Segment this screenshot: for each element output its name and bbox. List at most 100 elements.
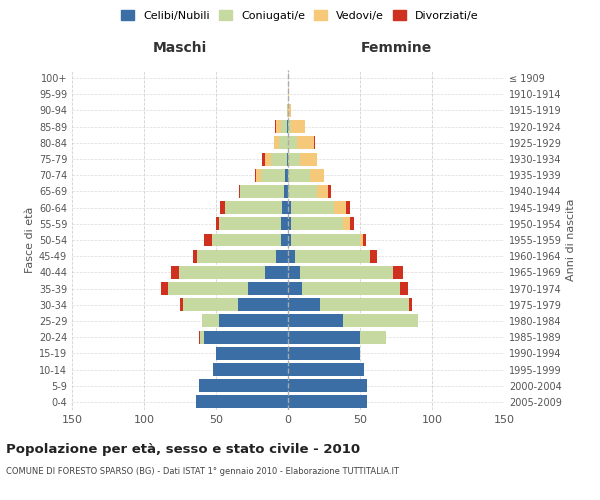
Bar (281, 234, 288, 246)
Bar (291, 218, 343, 230)
Bar (328, 185, 331, 198)
Bar (288, 250, 295, 262)
Bar (346, 201, 350, 214)
Bar (317, 185, 328, 198)
Bar (400, 282, 407, 295)
Bar (299, 266, 393, 279)
Bar (288, 218, 291, 230)
Bar (343, 218, 350, 230)
Bar (224, 201, 282, 214)
Text: Femmine: Femmine (361, 41, 431, 55)
Bar (287, 104, 288, 117)
Bar (216, 347, 288, 360)
Bar (288, 330, 360, 344)
Bar (275, 120, 277, 133)
Bar (205, 330, 288, 344)
Bar (161, 282, 169, 295)
Bar (219, 218, 281, 230)
Bar (241, 185, 284, 198)
Y-axis label: Anni di nascita: Anni di nascita (566, 198, 576, 281)
Bar (180, 298, 183, 311)
Bar (288, 185, 317, 198)
Bar (213, 363, 288, 376)
Bar (200, 330, 205, 344)
Bar (179, 266, 265, 279)
Bar (288, 120, 291, 133)
Bar (281, 218, 288, 230)
Bar (288, 234, 291, 246)
Bar (288, 347, 360, 360)
Bar (219, 314, 288, 328)
Bar (409, 298, 412, 311)
Bar (291, 120, 305, 133)
Bar (334, 201, 346, 214)
Bar (370, 250, 377, 262)
Bar (350, 218, 354, 230)
Bar (288, 363, 364, 376)
Bar (363, 234, 366, 246)
Legend: Celibi/Nubili, Coniugati/e, Vedovi/e, Divorziati/e: Celibi/Nubili, Coniugati/e, Vedovi/e, Di… (117, 6, 483, 25)
Bar (193, 250, 197, 262)
Bar (248, 282, 288, 295)
Bar (196, 396, 288, 408)
Bar (291, 201, 334, 214)
Bar (310, 169, 324, 181)
Bar (216, 218, 219, 230)
Bar (282, 201, 288, 214)
Bar (291, 234, 360, 246)
Bar (288, 396, 367, 408)
Bar (288, 201, 291, 214)
Bar (256, 169, 260, 181)
Bar (288, 104, 291, 117)
Bar (314, 136, 316, 149)
Bar (284, 185, 288, 198)
Bar (295, 250, 370, 262)
Bar (288, 88, 289, 101)
Bar (287, 120, 288, 133)
Bar (212, 234, 281, 246)
Bar (238, 298, 288, 311)
Text: Popolazione per età, sesso e stato civile - 2010: Popolazione per età, sesso e stato civil… (6, 442, 360, 456)
Bar (281, 120, 287, 133)
Bar (288, 314, 343, 328)
Bar (343, 314, 418, 328)
Bar (360, 234, 363, 246)
Bar (288, 282, 302, 295)
Bar (199, 379, 288, 392)
Bar (287, 152, 288, 166)
Bar (299, 152, 317, 166)
Bar (302, 282, 400, 295)
Bar (255, 169, 256, 181)
Bar (262, 152, 265, 166)
Bar (199, 330, 200, 344)
Bar (220, 201, 224, 214)
Bar (265, 152, 271, 166)
Bar (239, 185, 241, 198)
Text: COMUNE DI FORESTO SPARSO (BG) - Dati ISTAT 1° gennaio 2010 - Elaborazione TUTTIT: COMUNE DI FORESTO SPARSO (BG) - Dati IST… (6, 468, 399, 476)
Bar (280, 136, 288, 149)
Bar (183, 298, 238, 311)
Bar (288, 169, 310, 181)
Bar (197, 250, 277, 262)
Bar (265, 266, 288, 279)
Bar (288, 136, 296, 149)
Bar (260, 169, 285, 181)
Bar (205, 234, 212, 246)
Bar (277, 120, 281, 133)
Bar (285, 169, 288, 181)
Bar (169, 282, 248, 295)
Bar (296, 136, 314, 149)
Bar (288, 379, 367, 392)
Bar (288, 298, 320, 311)
Y-axis label: Fasce di età: Fasce di età (25, 207, 35, 273)
Text: Maschi: Maschi (153, 41, 207, 55)
Bar (320, 298, 409, 311)
Bar (172, 266, 179, 279)
Bar (288, 266, 299, 279)
Bar (393, 266, 403, 279)
Bar (277, 250, 288, 262)
Bar (360, 330, 386, 344)
Bar (288, 152, 299, 166)
Bar (202, 314, 219, 328)
Bar (271, 152, 287, 166)
